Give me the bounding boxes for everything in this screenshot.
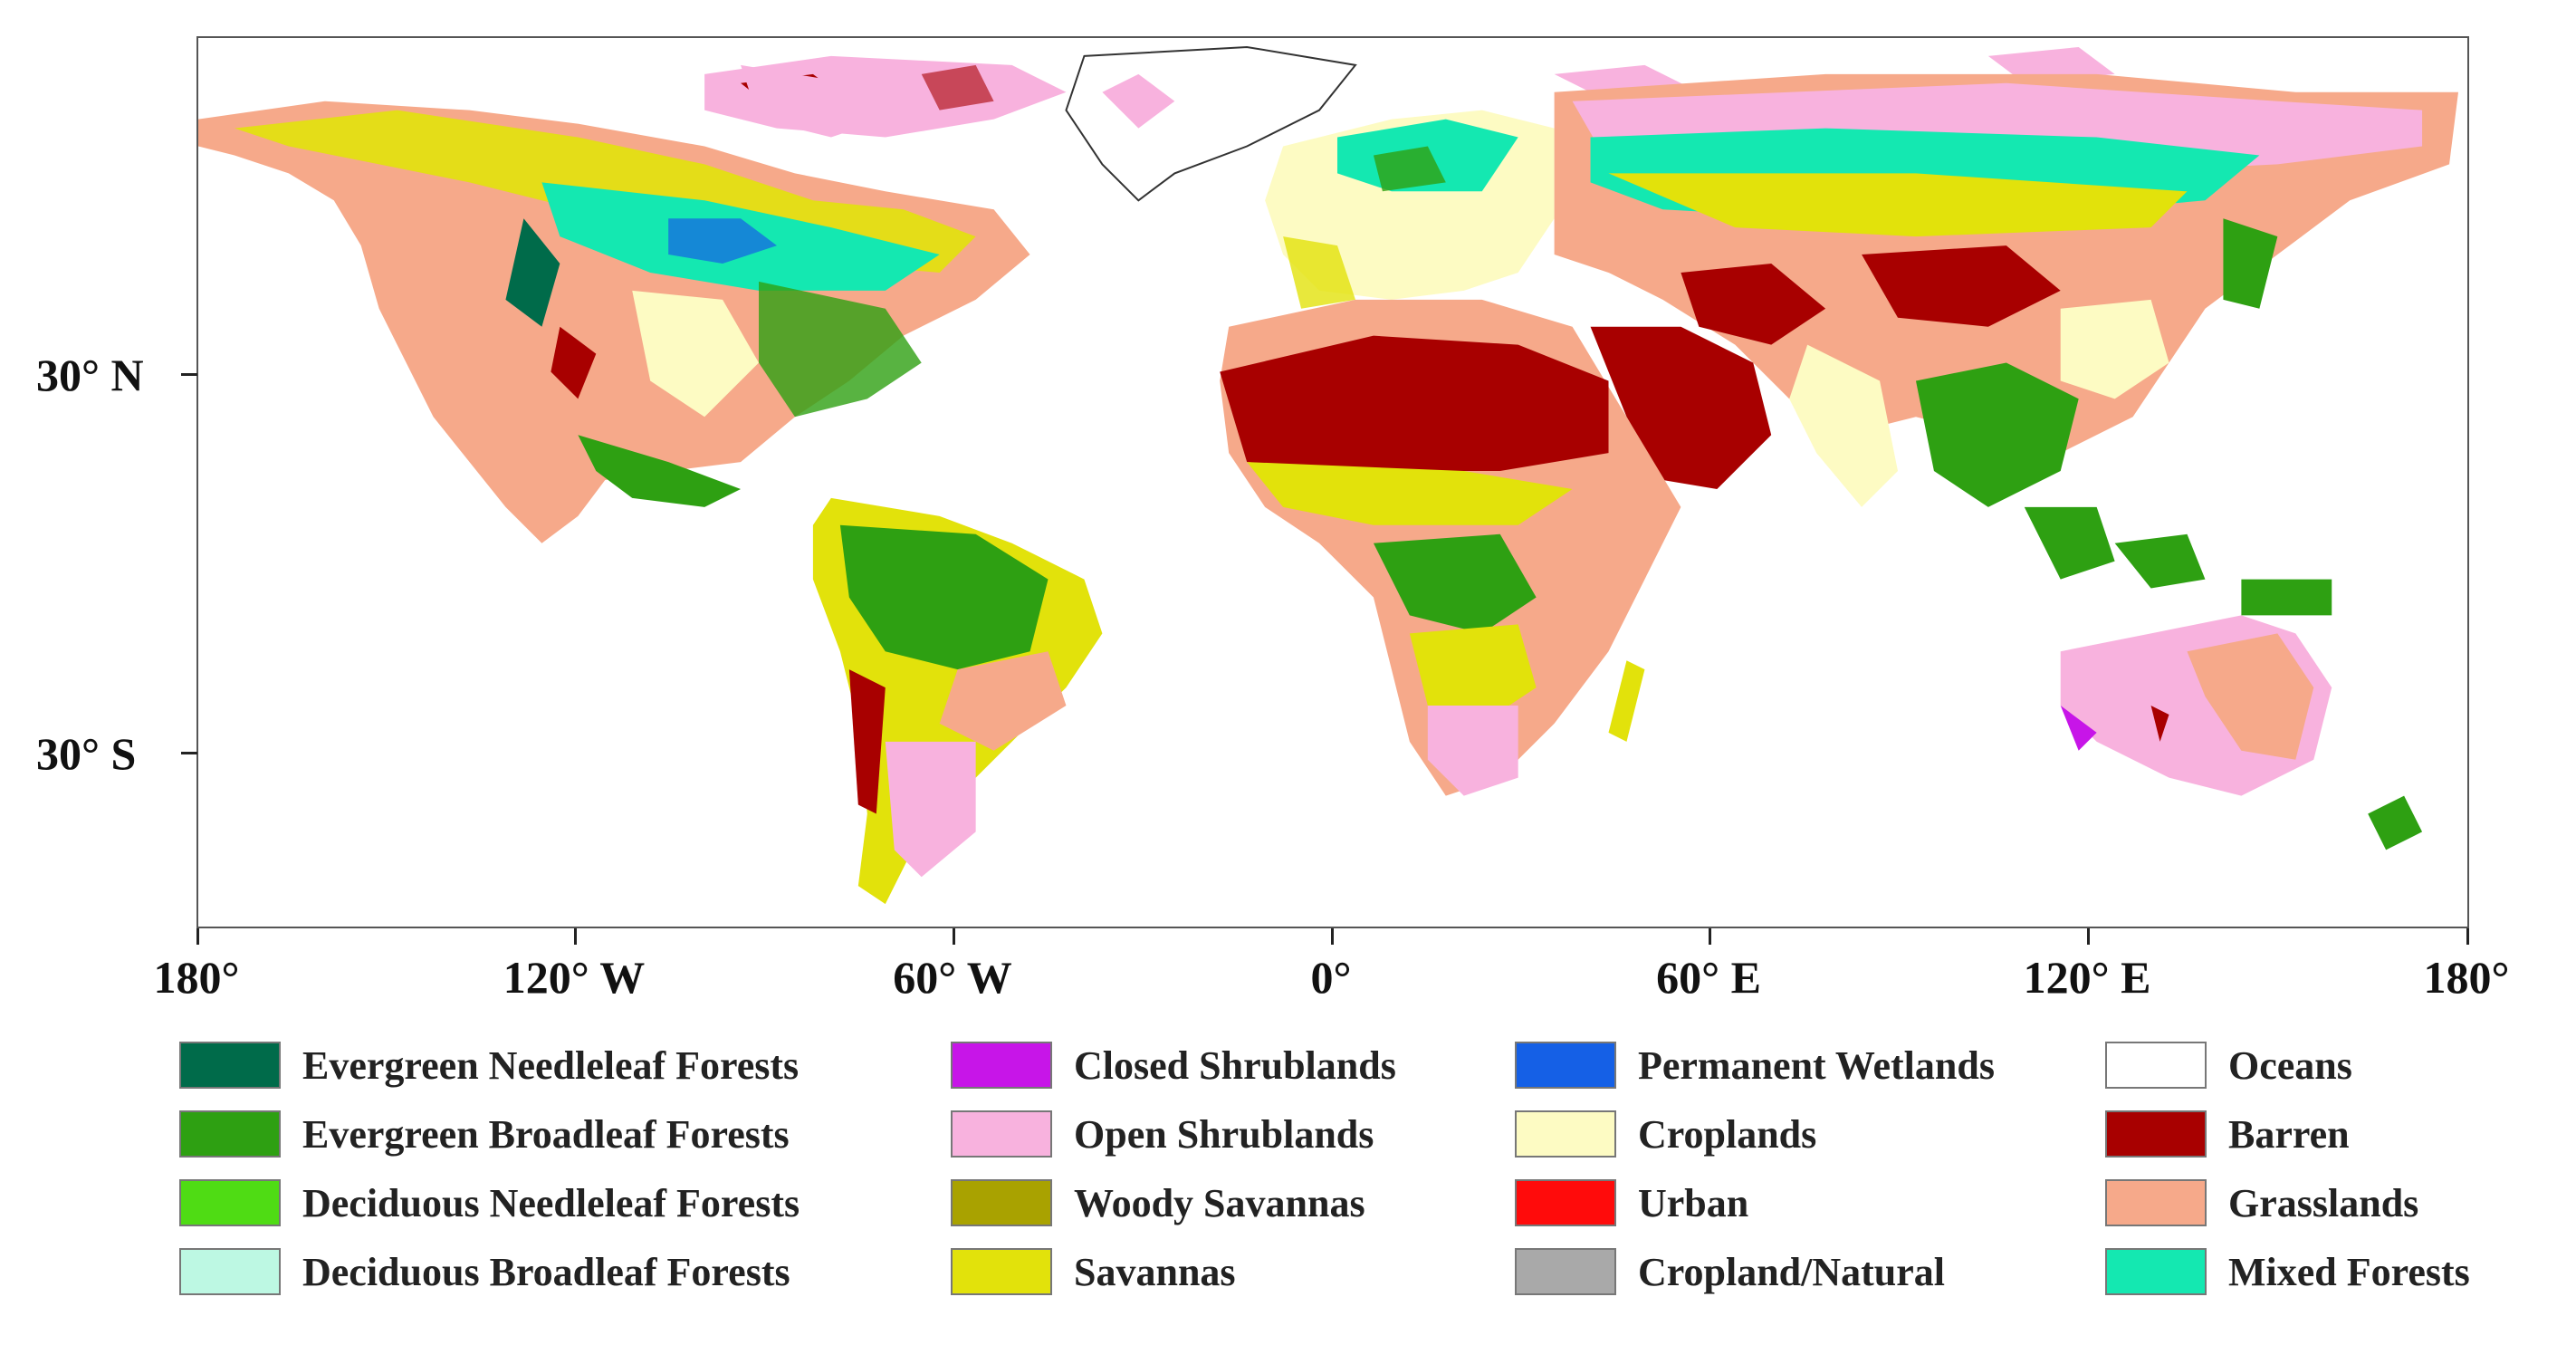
lat-label-30s: 30° S [36,728,137,779]
legend-label: Mixed Forests [2228,1249,2470,1294]
legend-label: Deciduous Broadleaf Forests [302,1249,790,1294]
lon-label-60e: 60° E [1656,952,1761,1003]
legend-column-2: Closed Shrublands Open Shrublands Woody … [951,1031,1396,1306]
tick-60w [953,928,955,945]
north-america [198,64,1030,543]
legend-swatch [2105,1110,2207,1158]
lon-label-120w: 120° W [503,952,646,1003]
tick-120w [574,928,577,945]
tick-30s [181,752,197,754]
legend-swatch [951,1042,1052,1089]
world-map [196,36,2469,928]
legend-item: Mixed Forests [2105,1237,2470,1306]
legend-swatch [179,1248,281,1295]
legend-item: Croplands [1515,1100,1995,1168]
lon-label-180e: 180° [2423,952,2510,1003]
legend-item: Barren [2105,1100,2470,1168]
legend-item: Deciduous Broadleaf Forests [179,1237,800,1306]
legend-label: Woody Savannas [1074,1180,1365,1225]
legend-label: Open Shrublands [1074,1111,1374,1157]
legend-label: Grasslands [2228,1180,2419,1225]
legend-item: Closed Shrublands [951,1031,1396,1100]
legend-item: Oceans [2105,1031,2470,1100]
legend-column-1: Evergreen Needleleaf Forests Evergreen B… [179,1031,800,1306]
legend-label: Barren [2228,1111,2350,1157]
legend-swatch [1515,1110,1616,1158]
legend-swatch [1515,1179,1616,1226]
tick-120e [2087,928,2090,945]
tick-180w [196,928,199,945]
legend-swatch [179,1110,281,1158]
legend-label: Permanent Wetlands [1638,1042,1995,1088]
asia [1554,73,2459,507]
legend-item: Cropland/Natural [1515,1237,1995,1306]
legend-label: Savannas [1074,1249,1236,1294]
legend-item: Evergreen Needleleaf Forests [179,1031,800,1100]
legend-label: Croplands [1638,1111,1817,1157]
legend-label: Urban [1638,1180,1749,1225]
tick-0 [1331,928,1334,945]
lon-label-60w: 60° W [893,952,1012,1003]
legend-item: Savannas [951,1237,1396,1306]
legend-label: Cropland/Natural [1638,1249,1946,1294]
legend-label: Evergreen Needleleaf Forests [302,1042,800,1088]
legend-column-3: Permanent Wetlands Croplands Urban Cropl… [1515,1031,1995,1306]
legend-label: Oceans [2228,1042,2352,1088]
legend-swatch [2105,1179,2207,1226]
legend-swatch [951,1248,1052,1295]
southeast-asia [2024,506,2332,616]
legend-item: Deciduous Needleleaf Forests [179,1168,800,1237]
south-america [812,497,1103,905]
legend-swatch [179,1179,281,1226]
lat-label-30n: 30° N [36,350,144,400]
land-cover-map [198,45,2459,905]
legend-swatch [951,1179,1052,1226]
legend-item: Grasslands [2105,1168,2470,1237]
australia [2060,615,2423,850]
legend-label: Evergreen Broadleaf Forests [302,1111,790,1157]
tick-30n [181,373,197,376]
legend-swatch [1515,1042,1616,1089]
tick-60e [1709,928,1711,945]
lon-label-120e: 120° E [2023,952,2151,1003]
africa [1220,299,1681,796]
legend-item: Urban [1515,1168,1995,1237]
legend-item: Open Shrublands [951,1100,1396,1168]
lon-label-180w: 180° [153,952,240,1003]
legend-label: Deciduous Needleleaf Forests [302,1180,800,1225]
legend-swatch [179,1042,281,1089]
legend-label: Closed Shrublands [1074,1042,1396,1088]
middle-east [1590,326,1772,489]
lon-label-0: 0° [1310,952,1352,1003]
legend-column-4: Oceans Barren Grasslands Mixed Forests [2105,1031,2470,1306]
legend-item: Permanent Wetlands [1515,1031,1995,1100]
legend-swatch [2105,1042,2207,1089]
tick-180e [2466,928,2469,945]
legend-swatch [951,1110,1052,1158]
legend-item: Woody Savannas [951,1168,1396,1237]
legend-swatch [2105,1248,2207,1295]
europe [1265,110,1555,309]
legend-item: Evergreen Broadleaf Forests [179,1100,800,1168]
legend-swatch [1515,1248,1616,1295]
